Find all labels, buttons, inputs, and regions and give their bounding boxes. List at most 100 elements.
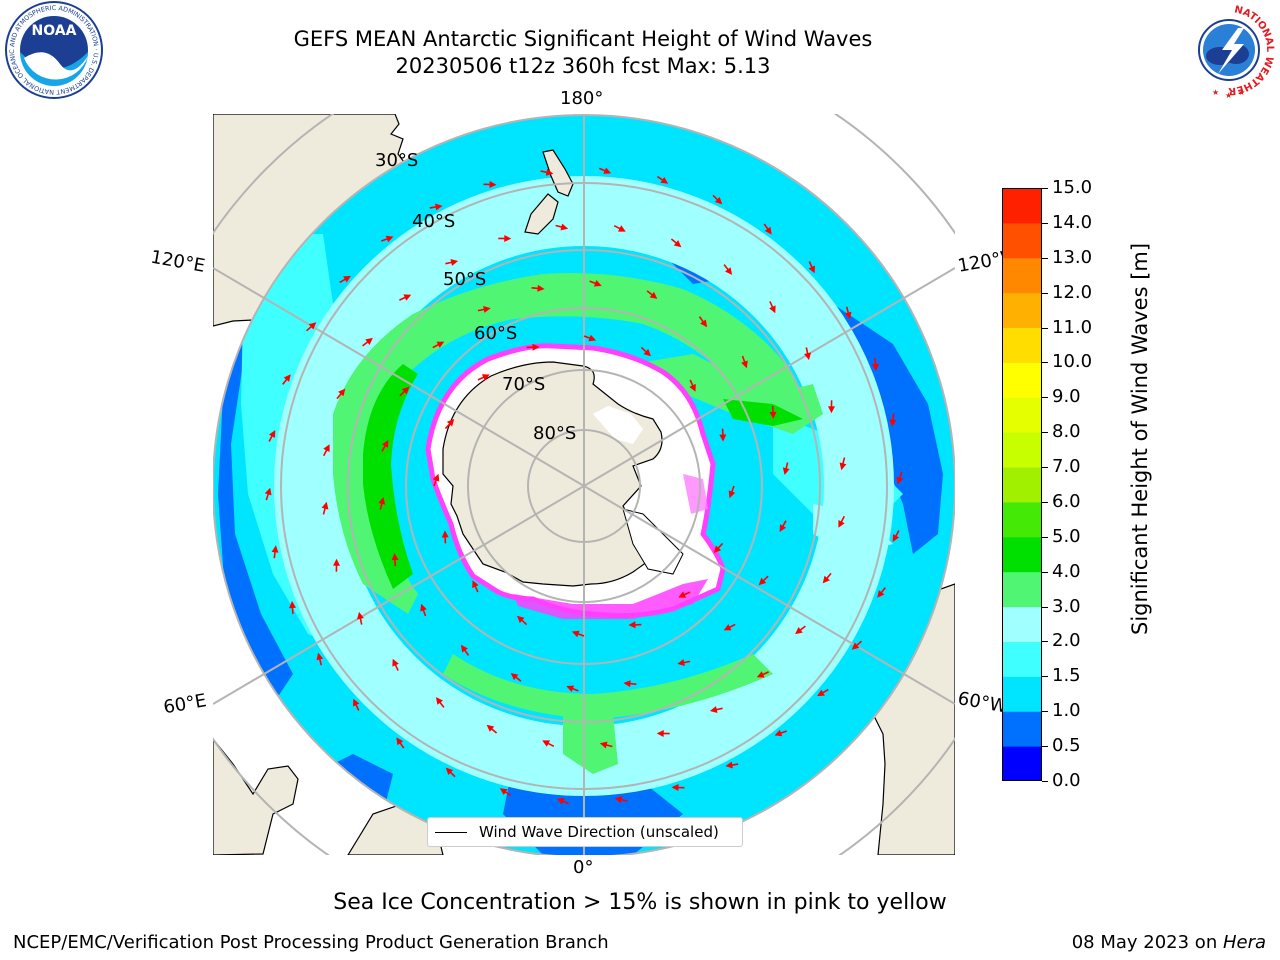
colorbar-tick-label: 4.0 [1052,560,1081,582]
wind-wave-arrow [357,611,364,625]
wind-wave-arrow [316,652,324,666]
wind-wave-arrow [872,358,879,372]
wind-wave-arrow [677,659,691,666]
noaa-logo-text: NOAA [32,23,77,39]
colorbar-tick-mark [1042,397,1048,399]
footer-date: 08 May 2023 on [1071,932,1223,953]
colorbar-tick-mark [1042,676,1048,678]
colorbar-band [1002,327,1042,363]
wind-wave-arrow [435,697,445,708]
wind-wave-arrow [322,444,330,457]
antarctica [425,343,726,619]
lon-label-120e: 120°E [149,246,207,277]
wind-wave-arrow [763,223,772,235]
wind-wave-arrow [362,337,373,347]
colorbar-tick-label: 8.0 [1052,421,1081,443]
wind-wave-arrow [689,379,696,392]
wind-wave-arrow [526,343,540,351]
lon-label-60e: 60°E [161,690,209,719]
wind-wave-arrow [670,238,682,248]
colorbar-band [1002,222,1042,259]
colorbar-band [1002,536,1042,573]
colorbar-tick-label: 10.0 [1052,351,1093,373]
wind-wave-arrow [838,515,846,528]
wind-wave-arrow [769,301,776,314]
wind-wave-arrow [671,784,685,791]
wind-wave-arrow [477,374,490,381]
wind-wave-arrows [264,167,904,805]
colorbar-tick-label: 12.0 [1052,281,1093,303]
wind-wave-arrow [758,575,769,586]
colorbar-tick-mark [1042,432,1048,434]
colorbar-tick-mark [1042,641,1048,643]
colorbar-label: Significant Height of Wind Waves [m] [1128,242,1152,635]
sea-ice-note: Sea Ice Concentration > 15% is shown in … [333,890,947,915]
wind-wave-arrow [271,545,279,559]
wind-wave-arrow [483,181,497,188]
wind-wave-arrow [339,275,351,284]
wind-wave-arrow [628,621,642,629]
colorbar-band [1002,676,1042,712]
colorbar-tick-label: 15.0 [1052,177,1093,198]
colorbar-band [1002,501,1042,538]
wind-wave-arrow [896,471,904,485]
legend-line-sample [435,831,467,833]
wind-wave-arrow [656,730,670,737]
footer-left: NCEP/EMC/Verification Post Processing Pr… [13,932,609,953]
colorbar-tick-label: 0.0 [1052,770,1081,791]
wind-wave-arrow [486,724,498,734]
wind-wave-arrow [289,600,296,614]
wind-wave-arrow [391,553,399,567]
wind-wave-arrow [445,767,456,778]
map-title-line1: GEFS MEAN Antarctic Significant Height o… [293,27,873,51]
lon-label-0: 0° [573,857,594,878]
colorbar-tick-mark [1042,362,1048,364]
svg-text:★: ★ [1225,91,1232,100]
colorbar-band [1002,432,1042,468]
lat-label-40s: 40°S [412,211,456,232]
wind-wave-arrow [566,685,579,692]
wind-wave-arrow [268,430,276,442]
wind-wave-arrow [510,673,522,682]
wind-wave-arrow [556,798,570,805]
colorbar-band [1002,746,1042,781]
colorbar-band [1002,711,1042,747]
nws-logo: NATIONAL WEATHER SERVICE ★★★ [1178,0,1277,100]
wind-wave-arrow [336,388,346,400]
wind-wave-arrow [445,259,459,266]
wind-wave-arrow [353,698,360,711]
lat-label-80s: 80°S [533,423,577,444]
colorbar-tick-label: 14.0 [1052,211,1093,233]
colorbar-tick-mark [1042,222,1048,224]
colorbar-band [1002,606,1042,642]
wind-wave-arrow [531,284,545,292]
wind-wave-arrow [499,788,512,797]
wind-wave-arrow [264,487,272,501]
wind-wave-arrow [678,591,691,598]
polar-stereographic-map [213,114,955,855]
colorbar [1002,188,1042,781]
wind-wave-arrow [517,615,528,626]
colorbar-band [1002,467,1042,503]
wind-wave-arrow [321,501,329,515]
colorbar-band [1002,292,1042,329]
wind-wave-arrow [892,530,900,542]
wind-wave-arrow [444,419,455,430]
colorbar-tick-label: 1.0 [1052,700,1081,722]
wind-wave-arrow [460,644,470,656]
wind-wave-arrow [571,630,585,638]
wind-wave-arrow [844,306,852,320]
graticule [213,114,955,855]
colorbar-band [1002,641,1042,677]
wind-wave-arrow [713,542,724,553]
colorbar-tick-label: 3.0 [1052,595,1081,617]
wind-wave-arrow [774,729,787,737]
colorbar-tick-mark [1042,711,1048,713]
wind-wave-arrow [646,290,658,299]
wind-wave-arrow [399,294,412,301]
wind-wave-arrow [709,706,723,713]
noaa-logo: NATIONAL OCEANIC AND ATMOSPHERIC ADMINIS… [2,0,103,99]
colorbar-outline [1002,188,1042,781]
colorbar-band [1002,362,1042,398]
wind-wave-arrow [656,175,669,184]
